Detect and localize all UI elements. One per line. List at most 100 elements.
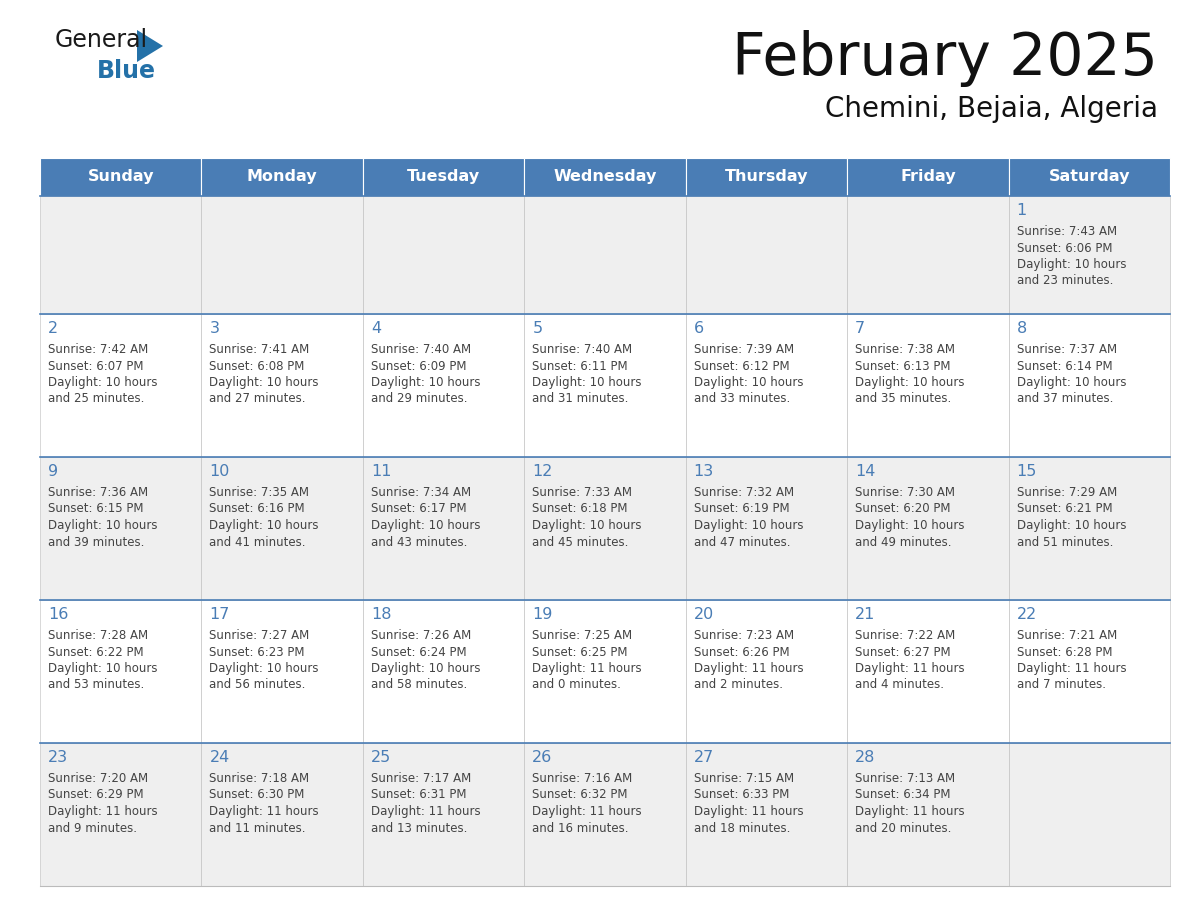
Text: 5: 5 [532, 321, 543, 336]
Text: 16: 16 [48, 607, 69, 622]
Text: Sunset: 6:19 PM: Sunset: 6:19 PM [694, 502, 789, 516]
Text: and 4 minutes.: and 4 minutes. [855, 678, 944, 691]
Bar [847, 600, 1009, 743]
Text: Daylight: 11 hours: Daylight: 11 hours [1017, 662, 1126, 675]
Text: Daylight: 11 hours: Daylight: 11 hours [855, 805, 965, 818]
Text: Daylight: 11 hours: Daylight: 11 hours [48, 805, 158, 818]
Bar [685, 457, 847, 600]
Bar [362, 158, 524, 196]
Bar [847, 158, 1009, 196]
Text: Sunrise: 7:26 AM: Sunrise: 7:26 AM [371, 629, 472, 642]
Text: Daylight: 11 hours: Daylight: 11 hours [694, 805, 803, 818]
Text: and 33 minutes.: and 33 minutes. [694, 393, 790, 406]
Bar [1009, 196, 1170, 314]
Text: and 23 minutes.: and 23 minutes. [1017, 274, 1113, 287]
Bar [362, 457, 524, 600]
Text: Monday: Monday [247, 170, 317, 185]
Bar [40, 600, 202, 743]
Text: Sunset: 6:12 PM: Sunset: 6:12 PM [694, 360, 789, 373]
Text: Sunset: 6:32 PM: Sunset: 6:32 PM [532, 789, 627, 801]
Text: Daylight: 11 hours: Daylight: 11 hours [209, 805, 320, 818]
Bar [685, 600, 847, 743]
Text: 12: 12 [532, 464, 552, 479]
Text: 26: 26 [532, 750, 552, 765]
Text: Daylight: 10 hours: Daylight: 10 hours [371, 376, 480, 389]
Text: and 25 minutes.: and 25 minutes. [48, 393, 145, 406]
Text: Sunset: 6:22 PM: Sunset: 6:22 PM [48, 645, 144, 658]
Polygon shape [137, 30, 163, 62]
Text: Sunrise: 7:22 AM: Sunrise: 7:22 AM [855, 629, 955, 642]
Bar [685, 158, 847, 196]
Text: Daylight: 10 hours: Daylight: 10 hours [48, 376, 158, 389]
Text: February 2025: February 2025 [732, 30, 1158, 87]
Text: Sunrise: 7:28 AM: Sunrise: 7:28 AM [48, 629, 148, 642]
Text: Friday: Friday [901, 170, 955, 185]
Text: and 11 minutes.: and 11 minutes. [209, 822, 307, 834]
Text: and 51 minutes.: and 51 minutes. [1017, 535, 1113, 548]
Bar [202, 457, 362, 600]
Text: Daylight: 11 hours: Daylight: 11 hours [532, 805, 642, 818]
Text: Sunset: 6:17 PM: Sunset: 6:17 PM [371, 502, 467, 516]
Text: Sunrise: 7:18 AM: Sunrise: 7:18 AM [209, 772, 310, 785]
Text: Daylight: 10 hours: Daylight: 10 hours [1017, 519, 1126, 532]
Bar [847, 743, 1009, 886]
Text: and 16 minutes.: and 16 minutes. [532, 822, 628, 834]
Text: Daylight: 11 hours: Daylight: 11 hours [694, 662, 803, 675]
Text: Sunrise: 7:43 AM: Sunrise: 7:43 AM [1017, 225, 1117, 238]
Text: Sunrise: 7:25 AM: Sunrise: 7:25 AM [532, 629, 632, 642]
Bar [685, 743, 847, 886]
Text: Sunrise: 7:17 AM: Sunrise: 7:17 AM [371, 772, 472, 785]
Text: 18: 18 [371, 607, 391, 622]
Text: 24: 24 [209, 750, 229, 765]
Text: 21: 21 [855, 607, 876, 622]
Text: 23: 23 [48, 750, 68, 765]
Text: Sunset: 6:26 PM: Sunset: 6:26 PM [694, 645, 789, 658]
Text: 1: 1 [1017, 203, 1026, 218]
Bar [362, 314, 524, 457]
Text: Sunset: 6:34 PM: Sunset: 6:34 PM [855, 789, 950, 801]
Text: and 43 minutes.: and 43 minutes. [371, 535, 467, 548]
Text: 15: 15 [1017, 464, 1037, 479]
Text: Daylight: 10 hours: Daylight: 10 hours [1017, 376, 1126, 389]
Text: Sunset: 6:29 PM: Sunset: 6:29 PM [48, 789, 144, 801]
Bar [362, 600, 524, 743]
Bar [1009, 314, 1170, 457]
Text: Sunset: 6:23 PM: Sunset: 6:23 PM [209, 645, 305, 658]
Text: Sunrise: 7:33 AM: Sunrise: 7:33 AM [532, 486, 632, 499]
Text: Sunrise: 7:23 AM: Sunrise: 7:23 AM [694, 629, 794, 642]
Text: and 0 minutes.: and 0 minutes. [532, 678, 621, 691]
Text: Sunrise: 7:39 AM: Sunrise: 7:39 AM [694, 343, 794, 356]
Bar [202, 158, 362, 196]
Text: Daylight: 11 hours: Daylight: 11 hours [532, 662, 642, 675]
Text: Sunrise: 7:21 AM: Sunrise: 7:21 AM [1017, 629, 1117, 642]
Bar [847, 314, 1009, 457]
Text: and 53 minutes.: and 53 minutes. [48, 678, 144, 691]
Bar [202, 196, 362, 314]
Text: Sunrise: 7:42 AM: Sunrise: 7:42 AM [48, 343, 148, 356]
Text: Sunset: 6:20 PM: Sunset: 6:20 PM [855, 502, 950, 516]
Text: Daylight: 10 hours: Daylight: 10 hours [694, 519, 803, 532]
Text: Sunset: 6:33 PM: Sunset: 6:33 PM [694, 789, 789, 801]
Text: Sunrise: 7:36 AM: Sunrise: 7:36 AM [48, 486, 148, 499]
Text: Daylight: 10 hours: Daylight: 10 hours [371, 519, 480, 532]
Text: Daylight: 10 hours: Daylight: 10 hours [209, 662, 318, 675]
Text: Sunrise: 7:20 AM: Sunrise: 7:20 AM [48, 772, 148, 785]
Text: and 2 minutes.: and 2 minutes. [694, 678, 783, 691]
Text: Daylight: 10 hours: Daylight: 10 hours [209, 519, 318, 532]
Bar [524, 158, 685, 196]
Bar [524, 314, 685, 457]
Text: 10: 10 [209, 464, 229, 479]
Bar [40, 743, 202, 886]
Bar [847, 196, 1009, 314]
Text: Sunrise: 7:38 AM: Sunrise: 7:38 AM [855, 343, 955, 356]
Bar [1009, 600, 1170, 743]
Text: 3: 3 [209, 321, 220, 336]
Text: Sunrise: 7:32 AM: Sunrise: 7:32 AM [694, 486, 794, 499]
Bar [40, 196, 202, 314]
Text: 22: 22 [1017, 607, 1037, 622]
Bar [202, 314, 362, 457]
Text: 11: 11 [371, 464, 391, 479]
Bar [524, 743, 685, 886]
Bar [362, 743, 524, 886]
Text: Sunset: 6:28 PM: Sunset: 6:28 PM [1017, 645, 1112, 658]
